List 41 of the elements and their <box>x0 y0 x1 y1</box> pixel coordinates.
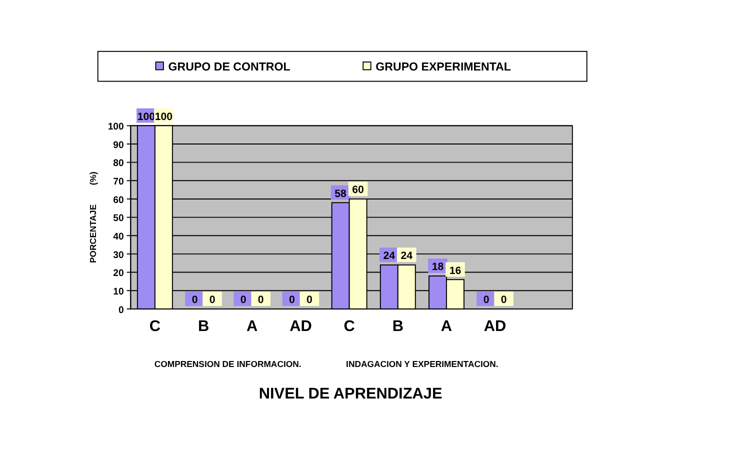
data-label: 24 <box>400 250 413 262</box>
x-tick-label: B <box>198 318 210 336</box>
data-label: 0 <box>289 294 296 306</box>
x-tick-label: B <box>392 318 404 336</box>
x-tick-label: C <box>344 318 355 336</box>
y-tick-label: 50 <box>113 213 124 224</box>
y-tick-label: 40 <box>113 231 124 242</box>
data-label: 16 <box>449 264 462 277</box>
data-label: 18 <box>432 261 444 274</box>
y-tick-label: 20 <box>113 268 124 280</box>
x-tick-label: AD <box>484 318 506 336</box>
y-tick-label: 80 <box>113 158 124 170</box>
y-tick-label: 10 <box>113 286 124 298</box>
data-label: 60 <box>352 184 364 196</box>
y-tick-label: 90 <box>113 140 124 151</box>
x-tick-label: A <box>440 318 452 336</box>
text: COMPRENSION DE INFORMACION. <box>154 358 302 369</box>
data-label: 0 <box>192 294 198 306</box>
data-label: 0 <box>209 294 216 306</box>
x-tick-label: C <box>149 318 161 336</box>
y-axis-title: PORCENTAJE (%) <box>88 172 98 263</box>
y-tick-label: 100 <box>108 122 124 133</box>
y-tick-label: 60 <box>113 194 124 206</box>
data-label: 0 <box>258 294 264 306</box>
data-label: 0 <box>500 294 507 306</box>
x-tick-label: A <box>246 318 258 336</box>
y-tick-label: 0 <box>118 304 124 316</box>
data-label: 58 <box>334 188 347 200</box>
text: INDAGACION Y EXPERIMENTACION. <box>346 358 498 369</box>
legend-label: GRUPO EXPERIMENTAL <box>376 62 511 74</box>
data-label: 0 <box>483 294 490 306</box>
data-label: 100 <box>137 110 156 123</box>
x-tick-label: AD <box>290 318 312 336</box>
data-label: 100 <box>154 110 173 123</box>
data-label: 24 <box>383 250 396 262</box>
data-label: 0 <box>240 294 246 306</box>
x-axis-title: NIVEL DE APRENDIZAJE <box>258 386 442 403</box>
legend-label: GRUPO DE CONTROL <box>168 62 290 74</box>
y-tick-label: 30 <box>113 250 124 261</box>
y-tick-label: 70 <box>113 176 124 188</box>
data-label: 0 <box>306 294 313 306</box>
